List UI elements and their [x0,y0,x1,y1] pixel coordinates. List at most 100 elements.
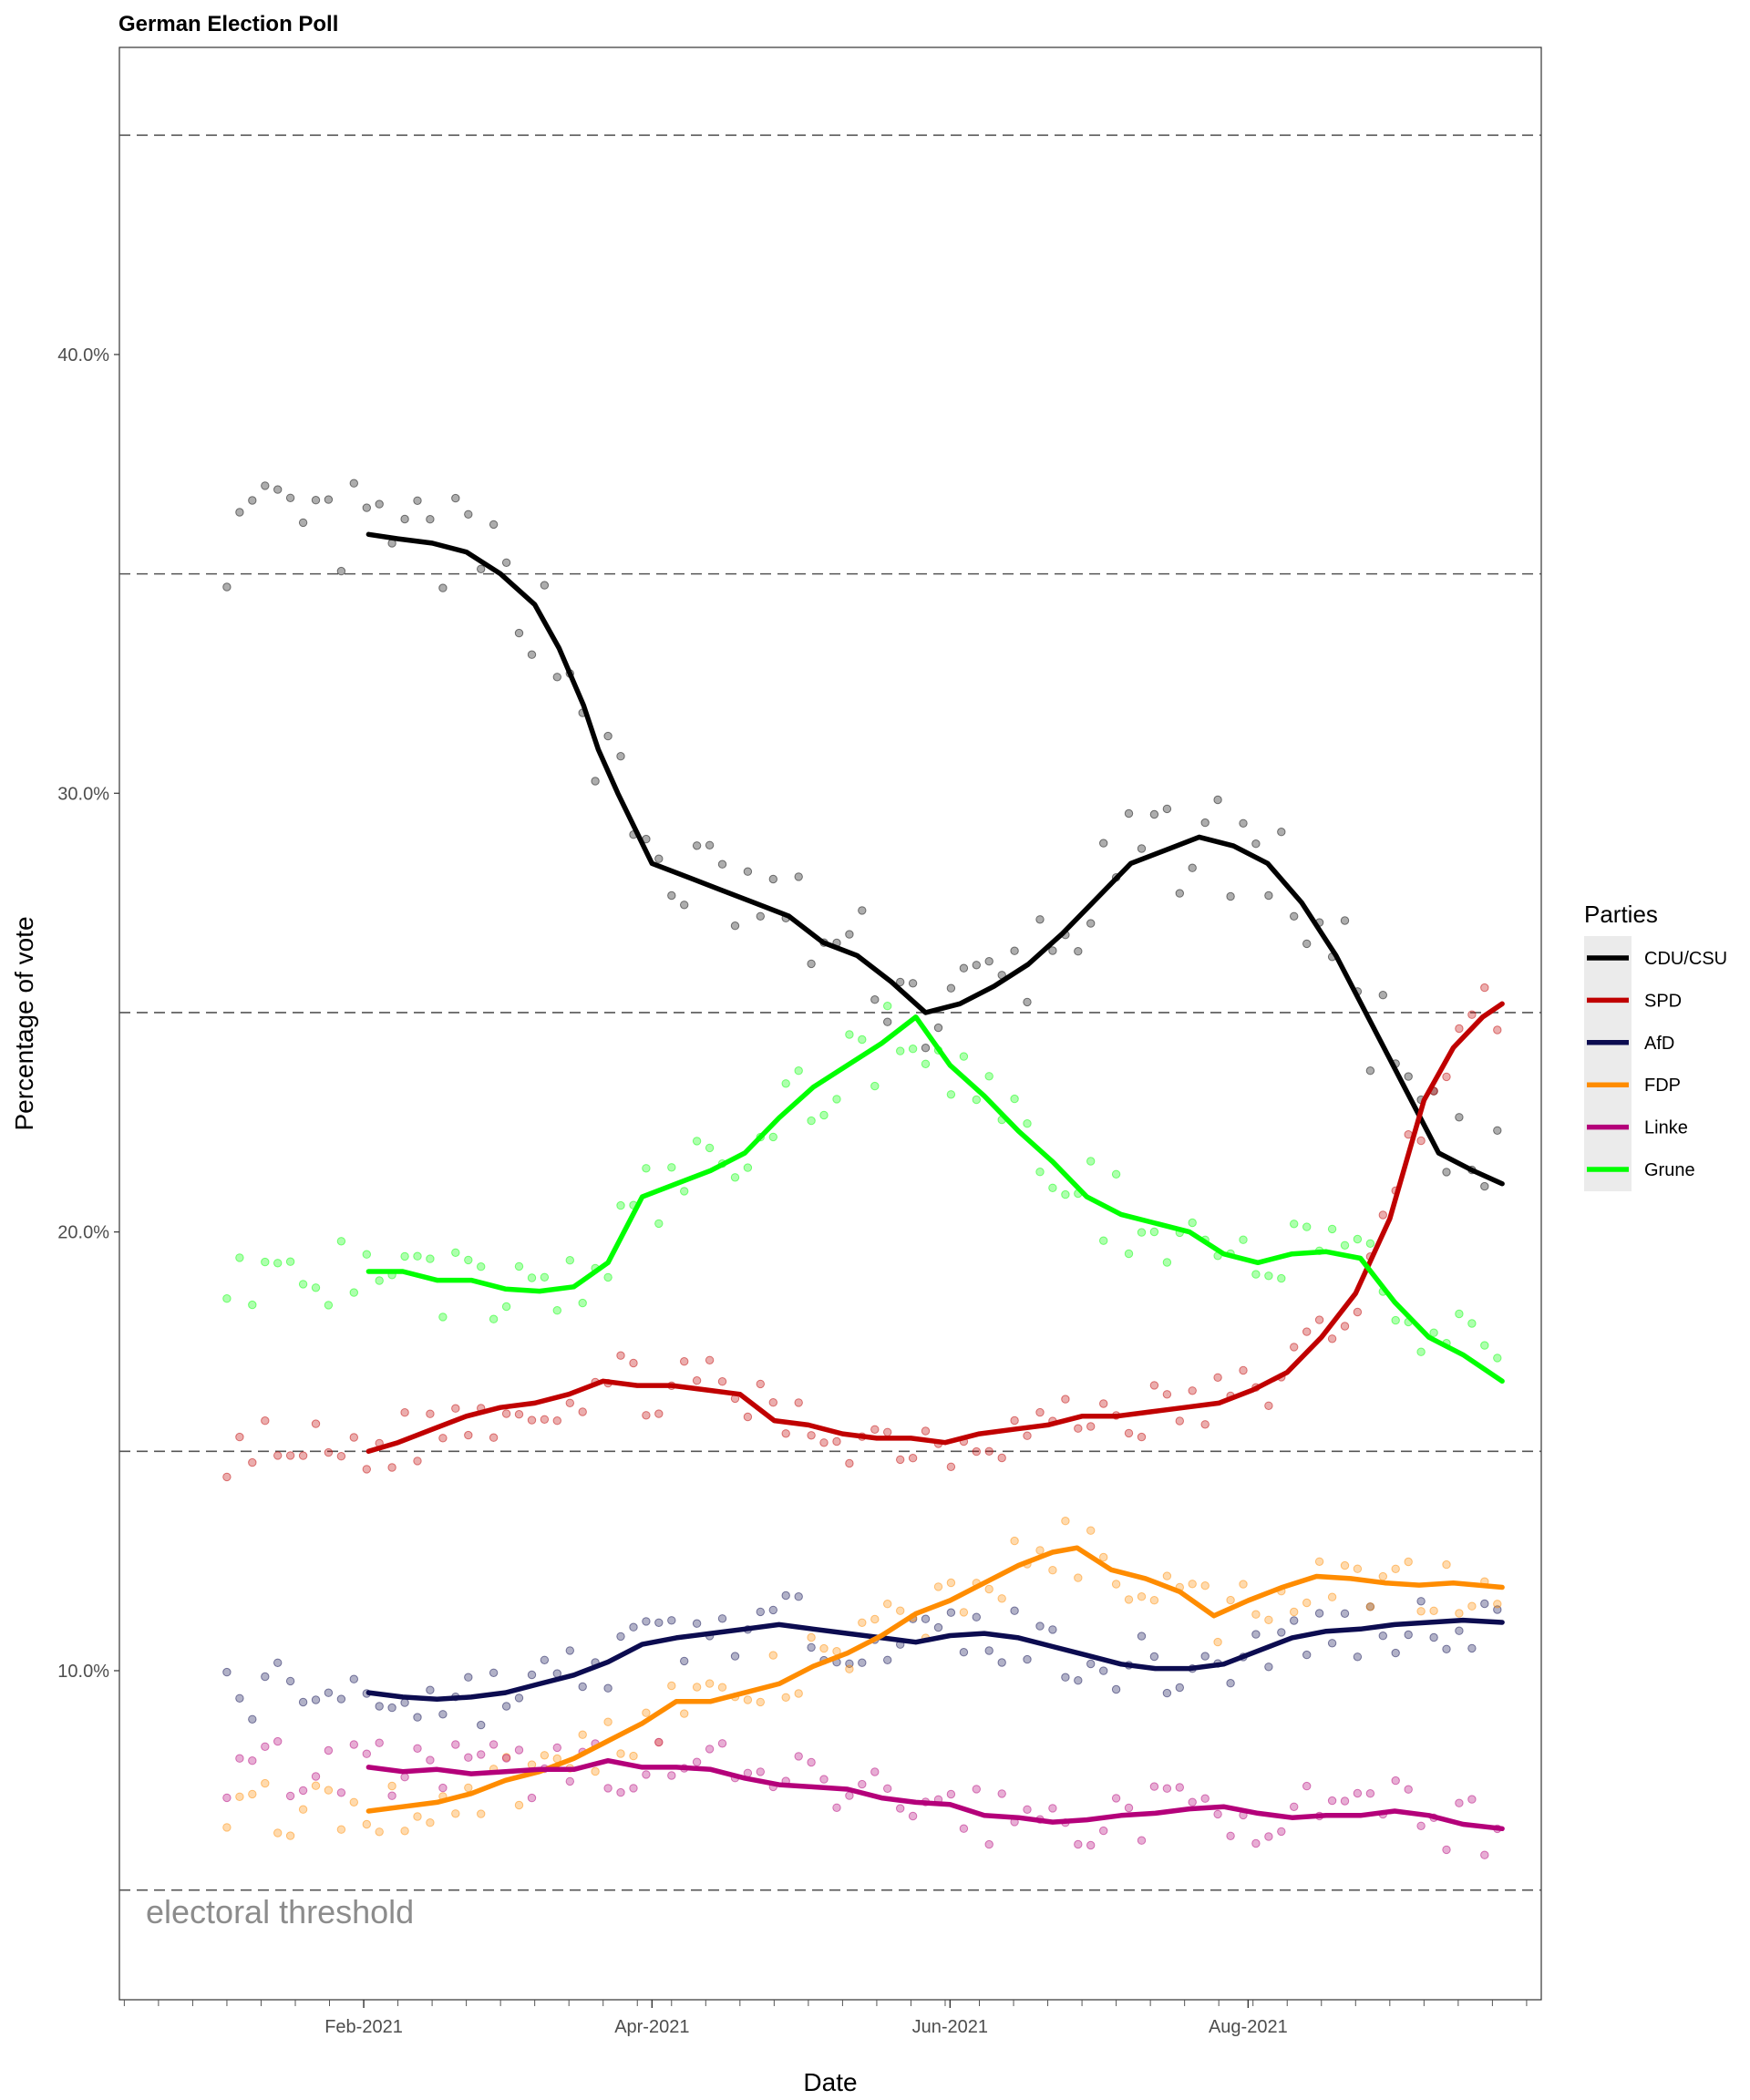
poll-point [1213,1809,1222,1819]
poll-point [261,1672,270,1682]
poll-point [984,1584,993,1594]
poll-point [794,1066,803,1076]
poll-point [781,1590,790,1601]
poll-point [1442,1072,1451,1082]
y-axis-title: Percentage of vote [10,916,38,1130]
poll-point [527,1670,537,1680]
poll-point [1175,1783,1185,1792]
poll-point [1429,1328,1438,1337]
poll-point [1086,919,1096,928]
poll-point [540,1751,550,1760]
poll-point [1149,809,1159,819]
poll-point [1493,1354,1502,1363]
poll-point [464,510,473,519]
poll-point [1239,1580,1248,1589]
poll-point [1290,1616,1299,1625]
poll-point [235,508,244,517]
poll-point [1314,1315,1324,1324]
poll-point [1251,839,1261,849]
poll-point [1061,1189,1070,1199]
poll-point [387,1703,396,1713]
poll-point [756,911,765,921]
poll-point [845,1458,854,1468]
poll-point [1086,1422,1096,1431]
poll-point [387,1463,396,1472]
poll-point [984,1646,993,1655]
poll-point [1455,1113,1464,1122]
poll-point [743,1695,753,1704]
poll-point [845,930,854,939]
poll-point [1493,1025,1502,1035]
poll-point [717,860,727,869]
poll-point [1353,1652,1363,1662]
poll-point [1302,1781,1312,1791]
poll-point [1455,1609,1464,1618]
poll-point [1188,1797,1197,1807]
poll-point [1175,889,1185,898]
poll-point [743,1163,753,1172]
legend-label-fdp: FDP [1644,1076,1681,1096]
poll-point [1213,1637,1222,1647]
poll-point [1124,1803,1134,1813]
poll-point [578,1407,587,1416]
poll-point [311,1695,321,1704]
poll-point [680,1656,689,1666]
poll-point [261,1778,270,1788]
poll-point [1378,991,1388,1000]
poll-point [883,1017,892,1026]
poll-point [248,496,257,505]
poll-point [908,1454,918,1463]
poll-point [1302,1327,1312,1336]
poll-point [1200,1420,1210,1429]
legend-label-linke: Linke [1644,1118,1688,1138]
poll-point [896,977,905,987]
poll-point [858,1658,867,1667]
poll-point [1353,1564,1363,1573]
poll-point [1340,1322,1350,1331]
poll-point [426,1755,435,1765]
poll-point [717,1614,727,1623]
poll-point [1353,1788,1363,1798]
poll-point [1124,1595,1134,1604]
poll-point [921,1059,931,1069]
poll-point [540,1272,550,1282]
poll-point [1416,1597,1426,1606]
poll-point [642,1164,651,1173]
poll-point [756,1379,765,1389]
poll-point [362,1465,371,1474]
poll-point [298,1786,308,1796]
poll-point [997,1658,1006,1667]
poll-point [1137,1836,1147,1845]
poll-point [705,1679,715,1688]
poll-point [642,1708,651,1717]
poll-point [336,1788,346,1797]
poll-point [1162,1688,1172,1698]
poll-point [858,1035,867,1045]
poll-point [336,1452,346,1461]
poll-point [667,1681,676,1691]
poll-point [794,872,803,881]
poll-point [1239,818,1248,828]
poll-point [311,1772,321,1781]
poll-point [1327,1334,1337,1343]
poll-point [870,1614,880,1624]
poll-point [642,1770,651,1779]
poll-point [1455,1626,1464,1635]
poll-point [1365,1239,1375,1249]
poll-point [489,1668,499,1678]
poll-point [667,1771,676,1780]
poll-point [883,1427,892,1437]
poll-point [1251,1630,1261,1639]
poll-point [336,566,346,576]
poll-point [972,1095,982,1105]
poll-point [1290,1607,1299,1617]
poll-point [273,1828,283,1838]
poll-point [501,1409,511,1418]
poll-point [285,1257,295,1266]
poll-point [1149,1381,1159,1390]
poll-point [464,1255,473,1265]
poll-point [908,1811,918,1821]
poll-point [858,1779,867,1789]
poll-point [819,1775,829,1784]
poll-point [1124,808,1134,818]
